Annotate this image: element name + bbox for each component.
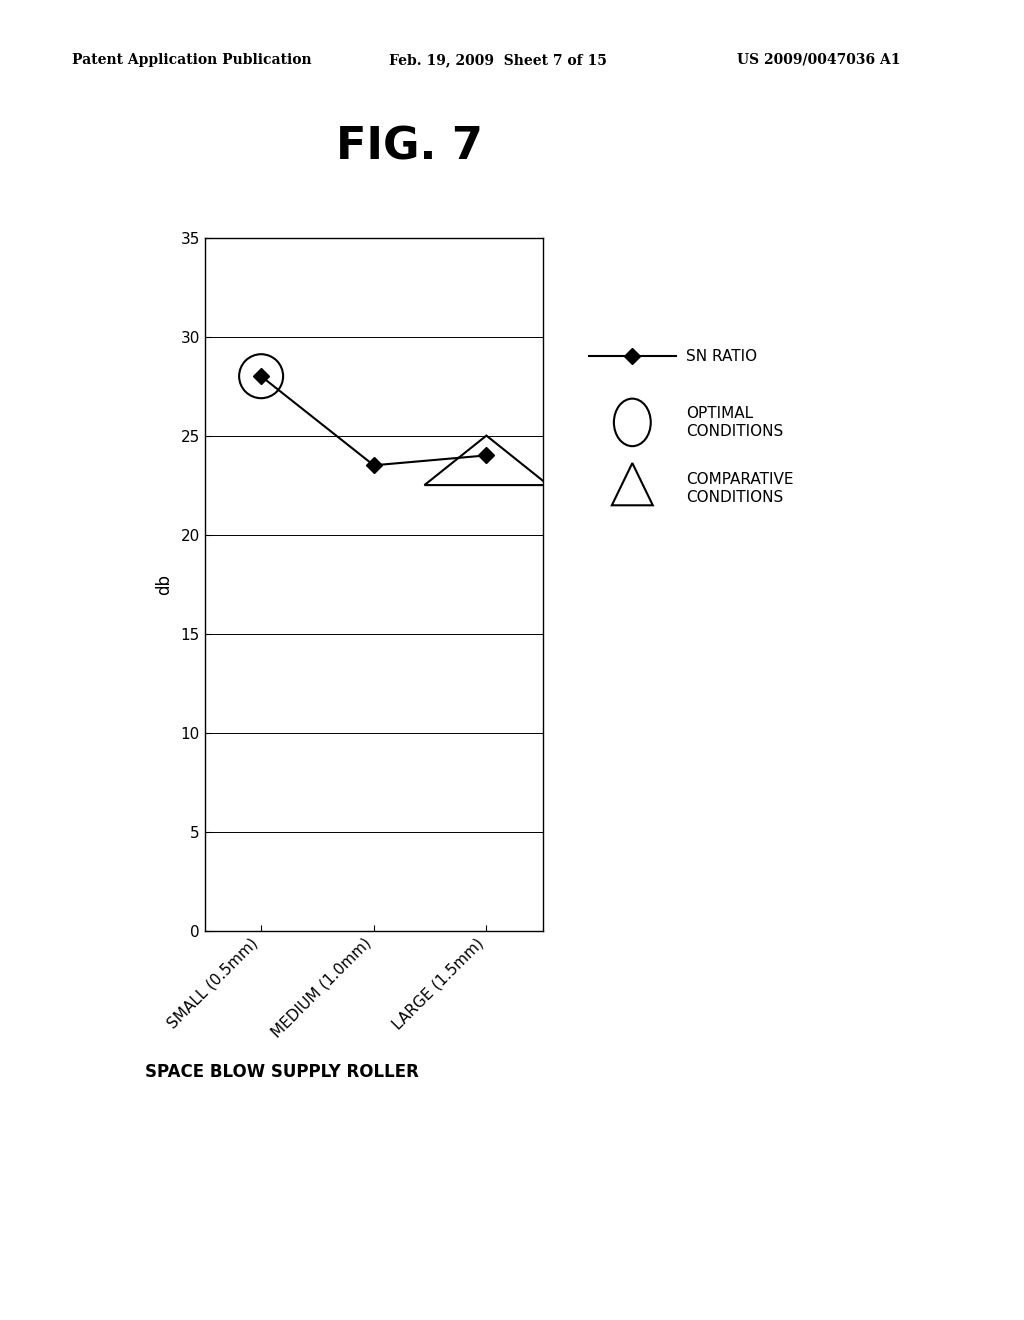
Text: COMPARATIVE
CONDITIONS: COMPARATIVE CONDITIONS [686,473,794,504]
Text: Feb. 19, 2009  Sheet 7 of 15: Feb. 19, 2009 Sheet 7 of 15 [389,53,607,67]
Text: US 2009/0047036 A1: US 2009/0047036 A1 [737,53,901,67]
Text: SN RATIO: SN RATIO [686,348,757,364]
Text: FIG. 7: FIG. 7 [336,125,483,169]
Text: OPTIMAL
CONDITIONS: OPTIMAL CONDITIONS [686,407,783,438]
Text: Patent Application Publication: Patent Application Publication [72,53,311,67]
Y-axis label: db: db [156,574,174,594]
Text: SPACE BLOW SUPPLY ROLLER: SPACE BLOW SUPPLY ROLLER [144,1063,419,1081]
